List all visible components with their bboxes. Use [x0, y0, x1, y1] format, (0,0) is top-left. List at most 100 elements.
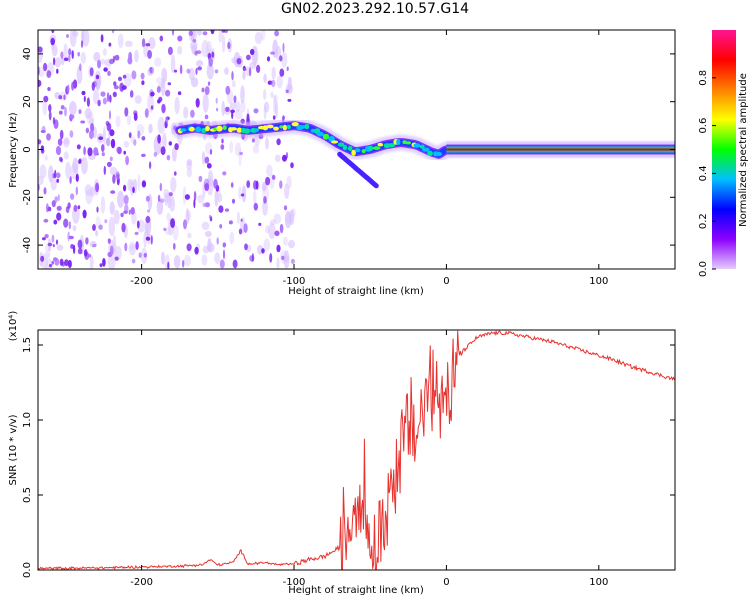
- noise-speckle: [233, 95, 237, 103]
- noise-speckle: [85, 127, 90, 134]
- noise-haze: [157, 116, 166, 134]
- noise-speckle: [150, 66, 155, 75]
- noise-speckle: [52, 117, 56, 125]
- noise-speckle: [286, 66, 289, 72]
- noise-haze: [54, 57, 62, 68]
- noise-speckle: [80, 40, 84, 48]
- noise-haze: [273, 94, 278, 103]
- noise-speckle: [109, 156, 113, 162]
- noise-speckle: [168, 141, 172, 146]
- noise-haze: [63, 138, 70, 145]
- noise-speckle: [159, 182, 162, 192]
- noise-haze: [134, 49, 139, 63]
- noise-haze: [286, 175, 292, 189]
- noise-speckle: [56, 68, 59, 74]
- noise-speckle: [153, 152, 158, 157]
- ridge-core-blob: [304, 123, 310, 130]
- noise-speckle: [109, 110, 111, 120]
- noise-haze: [235, 101, 241, 113]
- noise-speckle: [208, 214, 212, 219]
- noise-speckle: [76, 144, 81, 150]
- noise-speckle: [130, 207, 135, 215]
- noise-speckle: [167, 82, 172, 86]
- noise-speckle: [253, 180, 258, 190]
- noise-haze: [185, 208, 190, 224]
- noise-speckle: [140, 72, 145, 80]
- noise-haze: [123, 140, 129, 148]
- noise-haze: [263, 73, 267, 83]
- noise-speckle: [68, 235, 74, 240]
- colorbar-tick-label: 0.2: [698, 213, 709, 229]
- noise-haze: [187, 232, 192, 239]
- noise-speckle: [102, 97, 107, 105]
- noise-speckle: [201, 87, 205, 93]
- noise-speckle: [183, 219, 187, 230]
- snr-y-tick-label: 1.5: [22, 337, 33, 353]
- noise-speckle: [221, 138, 224, 144]
- noise-haze: [48, 165, 54, 183]
- noise-haze: [46, 251, 51, 258]
- noise-speckle: [71, 81, 75, 91]
- noise-haze: [190, 77, 199, 88]
- noise-speckle: [227, 41, 231, 50]
- noise-speckle: [165, 89, 171, 97]
- snr-x-tick-label: 100: [589, 577, 608, 588]
- noise-haze: [202, 92, 209, 113]
- noise-speckle: [55, 145, 62, 156]
- noise-speckle: [282, 42, 285, 53]
- noise-haze: [268, 223, 276, 240]
- noise-speckle: [271, 174, 276, 180]
- noise-speckle: [48, 264, 53, 268]
- noise-haze: [173, 255, 181, 269]
- ridge-core-blob: [180, 128, 187, 132]
- noise-haze: [81, 30, 90, 47]
- noise-haze: [263, 101, 270, 113]
- noise-speckle: [72, 244, 76, 254]
- noise-haze: [282, 255, 290, 263]
- noise-speckle: [55, 239, 59, 245]
- noise-speckle: [43, 62, 48, 72]
- noise-haze: [236, 211, 240, 225]
- noise-speckle: [51, 200, 56, 208]
- noise-speckle: [75, 173, 79, 182]
- noise-speckle: [63, 218, 69, 228]
- noise-speckle: [105, 137, 111, 147]
- noise-haze: [262, 198, 268, 216]
- noise-speckle: [170, 218, 176, 229]
- snr-frame: [37, 329, 676, 571]
- noise-speckle: [290, 162, 294, 169]
- noise-speckle: [68, 221, 72, 230]
- noise-haze: [160, 78, 166, 97]
- noise-haze: [164, 195, 168, 206]
- chart-title: GN02.2023.292.10.57.G14: [280, 1, 470, 17]
- noise-speckle: [232, 259, 238, 269]
- noise-speckle: [109, 245, 114, 256]
- noise-haze: [238, 148, 242, 167]
- noise-haze: [232, 80, 236, 88]
- spectrogram-frame: [37, 29, 676, 270]
- noise-speckle: [222, 171, 227, 176]
- noise-haze: [197, 194, 204, 204]
- noise-speckle: [133, 112, 138, 122]
- noise-speckle: [101, 152, 105, 157]
- snr-y-tick-label: 0.5: [22, 487, 33, 503]
- noise-speckle: [231, 71, 234, 81]
- noise-speckle: [54, 169, 57, 179]
- ridge-core-blob: [189, 126, 195, 132]
- noise-speckle: [231, 110, 234, 120]
- ridge-core-blob: [286, 124, 291, 130]
- noise-speckle: [68, 54, 71, 63]
- noise-speckle: [97, 59, 101, 69]
- noise-speckle: [102, 258, 106, 267]
- noise-speckle: [60, 51, 64, 59]
- noise-haze: [217, 193, 223, 203]
- noise-speckle: [77, 51, 80, 57]
- noise-speckle: [158, 96, 163, 102]
- ridge-core-blob: [405, 141, 412, 145]
- noise-speckle: [263, 196, 267, 204]
- noise-speckle: [270, 51, 276, 55]
- noise-speckle: [163, 227, 167, 231]
- noise-speckle: [141, 80, 145, 85]
- noise-speckle: [222, 242, 227, 248]
- noise-speckle: [58, 110, 63, 115]
